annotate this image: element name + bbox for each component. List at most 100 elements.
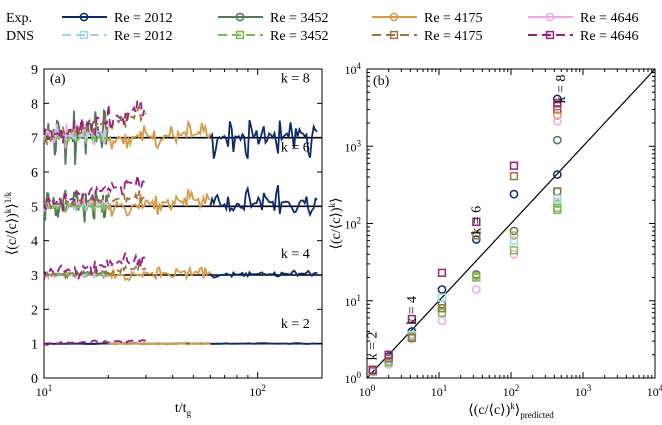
legend-marker-exp [79, 12, 89, 22]
scatter-point-dns [472, 231, 481, 240]
legend-row-label-exp: Exp. [6, 11, 32, 26]
annotation: k = 8 [554, 75, 569, 104]
series-line [43, 102, 147, 148]
series-line [43, 108, 109, 165]
scatter-point-dns [437, 304, 447, 313]
y-axis-label: ⟨(c/⟨c⟩)k⟩ [327, 198, 344, 250]
series-line [43, 249, 147, 283]
scatter-point-exp [552, 187, 562, 196]
series-line [43, 123, 110, 149]
series-line [107, 189, 211, 217]
legend-marker-dns [79, 30, 89, 40]
scatter-point-exp [509, 231, 519, 240]
legend-label-dns: Re = 3452 [270, 29, 328, 44]
panel-b: 100 101 102 103 104 100 101 102 103 104 k = 2 k = 4… [327, 61, 662, 420]
annotation: k = 6 [470, 206, 485, 235]
plot-frame [43, 68, 323, 379]
scatter-point-dns [553, 194, 562, 203]
y-tick-label: 7 [31, 132, 38, 147]
legend-marker-dns [235, 30, 245, 40]
scatter-point-exp [552, 117, 562, 126]
annotation: k = 6 [281, 140, 310, 155]
series-line [43, 128, 109, 144]
annotation: k = 8 [281, 72, 310, 87]
scatter-point-dns [472, 217, 481, 227]
series-line [209, 119, 318, 160]
y-tick-label: 4 [31, 235, 38, 250]
scatter-point-dns [553, 99, 562, 108]
y-tick-label: 2 [31, 303, 38, 318]
y-tick-label: 3 [31, 269, 38, 284]
scatter-point-exp [509, 189, 519, 199]
scatter-point-dns [509, 161, 519, 170]
x-tick-label: 104 [647, 383, 662, 399]
series-line [43, 199, 109, 213]
x-tick-label: 100 [359, 383, 376, 399]
scatter-point-dns [437, 293, 447, 302]
x-tick-label: 101 [431, 383, 448, 399]
scatter-point-exp [552, 170, 562, 179]
y-axis-label: ⟨(c/⟨c⟩)k⟩1/k [3, 191, 20, 255]
x-axis-label: ⟨(c/⟨c⟩)k⟩predicted [468, 401, 554, 420]
identity-line [366, 68, 656, 379]
legend-marker-exp [235, 12, 245, 22]
legend-label-dns: Re = 2012 [114, 29, 172, 44]
scatter-point-exp [552, 135, 562, 145]
y-tick-label: 8 [31, 97, 38, 112]
x-tick-label: 102 [503, 383, 520, 399]
series-line [43, 174, 147, 212]
legend-label-dns: Re = 4175 [424, 29, 482, 44]
scatter-point-exp [509, 226, 519, 236]
legend-label-exp: Re = 2012 [114, 11, 172, 26]
series-line [43, 96, 147, 144]
y-tick-label: 1 [31, 338, 38, 353]
series-line [209, 269, 318, 279]
scatter-point-exp [437, 316, 447, 326]
scatter-point-dns [407, 333, 417, 343]
legend: Exp. DNS Re = 2012 Re = 3452 Re = 4175 Re = 4… [6, 11, 638, 44]
y-tick-label: 102 [345, 216, 362, 232]
x-tick-label: 103 [575, 383, 592, 399]
scatter-point-dns [553, 203, 562, 212]
series-line [43, 262, 147, 280]
y-tick-label: 5 [31, 200, 38, 215]
y-tick-label: 0 [31, 372, 38, 387]
legend-marker-exp [389, 12, 399, 22]
scatter-point-dns [407, 314, 417, 324]
annotation: k = 2 [365, 331, 380, 360]
y-tick-label: 6 [31, 166, 38, 181]
legend-row-label-dns: DNS [6, 29, 34, 44]
x-axis-label: t/tg [175, 401, 192, 418]
y-tick-label: 103 [345, 138, 362, 154]
scatter-point-dns [472, 273, 481, 282]
scatter-point-dns [437, 268, 447, 277]
annotation: k = 4 [405, 296, 420, 325]
panel-label: (b) [373, 74, 390, 89]
y-tick-label: 9 [31, 63, 38, 78]
y-tick-label: 101 [345, 293, 362, 309]
legend-label-exp: Re = 4646 [580, 11, 638, 26]
legend-label-dns: Re = 4646 [580, 29, 638, 44]
series-line [107, 119, 212, 150]
annotation: k = 4 [281, 247, 310, 262]
scatter-point-dns [509, 172, 519, 181]
annotation: k = 2 [281, 317, 310, 332]
series-line [43, 339, 147, 347]
panel-label: (a) [50, 72, 66, 87]
legend-marker-exp [545, 12, 555, 22]
series-line [107, 265, 211, 282]
scatter-point-dns [368, 365, 377, 374]
x-tick-label: 101 [36, 383, 53, 399]
panel-a: 0 1 2 3 4 5 6 7 8 9 101 102 k = 8 k = 6 k = 4 k = 2 (a) t… [3, 63, 323, 418]
y-tick-label: 100 [345, 370, 362, 386]
scatter-point-dns [384, 350, 393, 359]
scatter-point-dns [437, 308, 447, 317]
legend-marker-dns [389, 30, 399, 40]
scatter-point-exp [552, 111, 562, 120]
scatter-point-dns [509, 236, 519, 245]
y-tick-label: 104 [345, 61, 362, 77]
legend-marker-dns [545, 30, 555, 40]
legend-label-exp: Re = 3452 [270, 11, 328, 26]
scatter-point-dns [509, 246, 519, 255]
